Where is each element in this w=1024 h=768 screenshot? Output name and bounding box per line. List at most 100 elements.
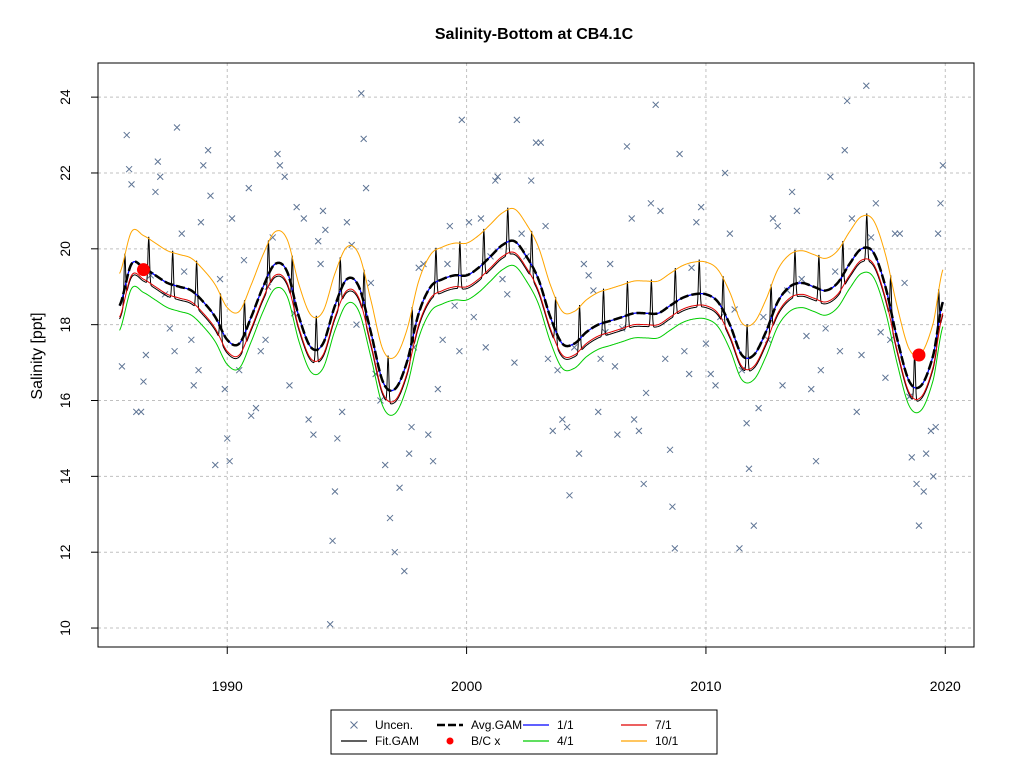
uncensored-point [207,192,214,200]
uncensored-point [511,359,518,366]
uncensored-point [913,480,920,488]
uncensored-point [929,472,937,480]
uncensored-point [171,347,178,355]
uncensored-point [862,82,870,90]
uncensored-point [769,215,777,222]
model-lines [118,207,945,416]
uncensored-point [666,446,674,454]
legend-item-avg-gam-label: Avg.GAM [471,718,522,732]
uncensored-point [154,158,162,165]
uncensored-point [688,264,695,272]
uncensored-point [915,522,923,530]
uncensored-point [458,116,466,124]
uncensored-point [166,325,174,332]
uncensored-point [226,457,233,465]
uncensored-point [939,162,947,169]
uncensored-point [793,207,801,215]
uncensored-point [932,423,940,431]
uncensored-point [798,275,806,283]
uncensored-point [896,230,904,238]
uncensored-point [563,423,571,431]
uncensored-point [554,366,561,374]
uncensored-point [228,215,236,222]
bc-points [136,263,926,362]
uncensored-point [216,275,224,283]
uncensored-point [657,207,664,215]
uncensored-point [386,514,394,522]
y-tick-label: 16 [57,393,73,409]
uncensored-point [204,146,212,154]
uncensored-point [343,218,351,226]
legend-symbol-uncensored [350,721,358,729]
uncensored-point [922,450,930,457]
uncensored-point [262,336,269,344]
uncensored-point [597,355,604,363]
y-tick-label: 14 [57,468,73,484]
uncensored-point [858,351,865,359]
uncensored-point [439,336,447,344]
line-7-1 [119,251,944,403]
uncensored-point [137,408,145,416]
uncensored-point [173,124,181,131]
bc-point [912,348,926,362]
y-tick-label: 12 [57,544,73,560]
uncensored-point [132,408,140,416]
uncensored-point [319,207,327,215]
uncensored-point [642,389,650,397]
uncensored-point [836,347,844,355]
uncensored-point [867,234,875,241]
uncensored-point [456,347,463,355]
uncensored-point [812,457,820,465]
uncensored-point [396,484,403,492]
avg-gam-line [118,239,945,392]
legend-item-fit-gam-label: Fit.GAM [375,734,419,748]
uncensored-point [338,408,346,416]
legend-item-d1-1-label: 1/1 [557,718,574,732]
uncensored-point [774,222,782,230]
uncensored-point [333,435,341,442]
uncensored-point [518,230,525,238]
uncensored-point [223,435,231,442]
uncensored-point [357,89,365,97]
uncensored-point [712,381,719,389]
uncensored-point [187,336,195,344]
line-4-1 [119,264,944,416]
uncensored-point [934,230,942,238]
uncensored-point [408,423,415,431]
uncensored-point [499,275,506,283]
uncensored-point [300,215,308,222]
uncensored-point [128,180,135,188]
uncensored-point [630,416,638,423]
uncensored-point [891,230,899,238]
uncensored-point [240,256,248,264]
uncensored-point [853,408,861,416]
line-10-1 [119,207,944,359]
uncensored-point [482,344,490,351]
uncensored-point [590,287,597,294]
uncensored-point [697,203,705,211]
uncensored-point [549,427,557,435]
uncensored-point [779,381,786,389]
uncensored-point [927,427,935,435]
y-axis-label: Salinity [ppt] [29,312,46,399]
uncensored-point [671,545,679,552]
uncensored-point [293,203,301,211]
uncensored-point [494,173,502,181]
legend-symbol-bc [446,737,454,745]
uncensored-point [331,488,339,495]
uncensored-point [594,408,602,416]
uncensored-point [755,404,762,412]
uncensored-point [640,480,648,488]
uncensored-point [123,131,131,139]
uncensored-point [676,150,683,158]
uncensored-point [532,139,540,146]
uncensored-point [575,450,583,457]
uncensored-point [537,139,545,146]
uncensored-point [707,370,715,378]
uncensored-point [381,461,389,469]
uncensored-point [190,381,198,389]
uncensored-point [721,169,729,177]
uncensored-point [221,385,229,393]
